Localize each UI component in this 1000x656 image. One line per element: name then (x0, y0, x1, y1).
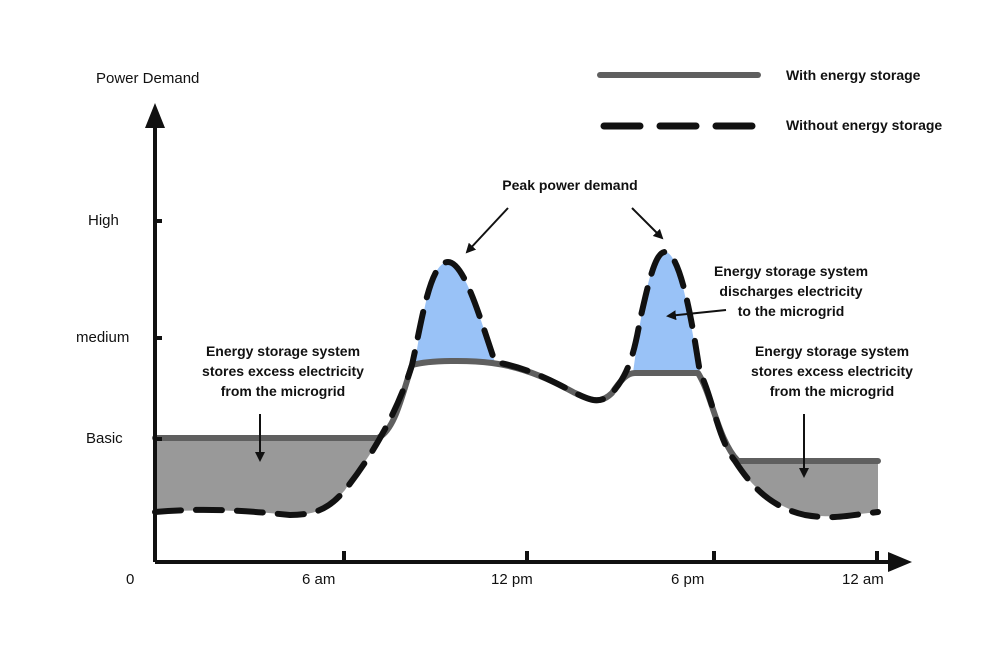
peak-demand-text: Peak power demand (502, 177, 638, 193)
stores-note-right: Energy storage system stores excess elec… (727, 341, 937, 401)
x-axis-arrowhead (888, 552, 912, 572)
y-level-medium: medium (76, 329, 130, 346)
stores-note-right-line-2: stores excess electricity (751, 363, 913, 379)
discharge-arrow (666, 309, 727, 321)
x-tick-label-6am: 6 am (302, 571, 336, 588)
stores-note-left-line-2: stores excess electricity (202, 363, 364, 379)
y-level-high: High (88, 212, 119, 229)
discharges-note: Energy storage system discharges electri… (686, 261, 896, 321)
stores-note-left: Energy storage system stores excess elec… (178, 341, 388, 401)
discharge-area-peak-1 (415, 262, 495, 362)
discharges-note-line-2: discharges electricity (719, 283, 863, 299)
legend-without-storage-label: Without energy storage (786, 117, 943, 133)
legend-with-storage-label: With energy storage (786, 67, 921, 83)
discharges-note-line-1: Energy storage system (713, 263, 869, 279)
without-storage-curve (152, 249, 881, 521)
x-tick-label-12pm: 12 pm (491, 571, 533, 588)
y-level-basic: Basic (86, 430, 123, 447)
x-tick-label-6pm: 6 pm (671, 571, 705, 588)
y-axis-arrowhead (145, 103, 165, 128)
discharges-note-line-3: to the microgrid (737, 303, 845, 319)
x-tick-label-12am: 12 am (842, 571, 884, 588)
peak-arrow-left (465, 207, 509, 254)
x-origin-label: 0 (126, 571, 135, 588)
stores-note-right-line-3: from the microgrid (769, 383, 895, 399)
stores-note-left-line-3: from the microgrid (220, 383, 346, 399)
stores-note-left-line-1: Energy storage system (205, 343, 361, 359)
y-axis-title: Power Demand (96, 70, 200, 87)
stores-note-right-line-1: Energy storage system (754, 343, 910, 359)
storage-charge-area-right (735, 461, 878, 517)
peak-arrow-right (631, 207, 664, 240)
storage-charge-area-left (155, 438, 378, 515)
peak-demand-label: Peak power demand (470, 175, 670, 195)
